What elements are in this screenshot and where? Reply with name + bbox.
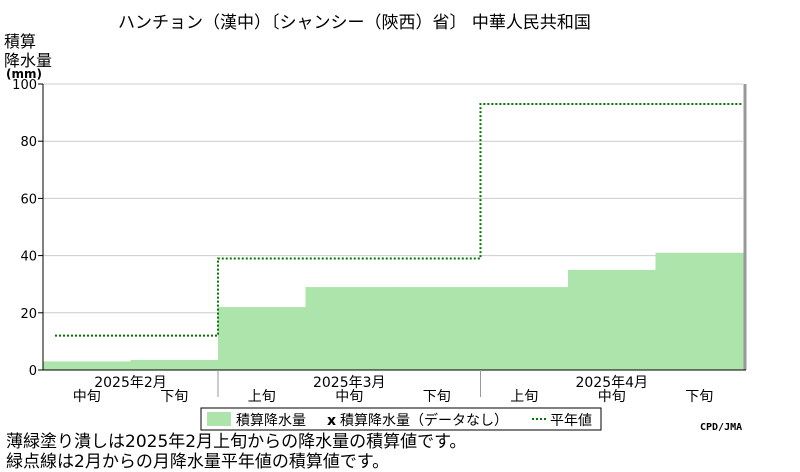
y-tick-label-100: 100 (12, 78, 37, 93)
legend-marker-missing: x (327, 413, 336, 429)
axes (42, 84, 747, 371)
legend: 積算降水量 x 積算降水量（データなし） 平年値 (200, 407, 602, 431)
y-tick-label-40: 40 (20, 250, 37, 265)
note-area-fill: 薄緑塗り潰しは2025年2月上旬からの降水量の積算値です。 (6, 432, 467, 452)
y-tick-label-0: 0 (29, 364, 37, 379)
area-bar-4 (393, 287, 481, 370)
legend-label-missing: 積算降水量（データなし） (340, 412, 508, 429)
normal-series (55, 103, 743, 337)
dekad-label-7: 下旬 (685, 389, 713, 405)
dekad-label-0: 中旬 (73, 389, 101, 405)
dekad-label-3: 中旬 (335, 389, 363, 405)
month-label-1: 2025年3月 (313, 375, 386, 391)
note-normal-line: 緑点線は2月からの月降水量平年値の積算値です。 (6, 452, 390, 472)
legend-label-area: 積算降水量 (236, 413, 306, 429)
area-series (43, 252, 744, 370)
y-tick-label-20: 20 (20, 307, 37, 322)
legend-label-normal: 平年値 (550, 413, 592, 429)
area-bar-7 (655, 252, 744, 370)
legend-box (200, 407, 602, 431)
area-bar-1 (130, 359, 219, 370)
dekad-label-6: 中旬 (598, 389, 626, 405)
month-label-0: 2025年2月 (94, 375, 167, 391)
credit: CPD/JMA (700, 422, 742, 433)
area-bar-2 (218, 307, 306, 370)
y-tick-label-80: 80 (20, 135, 37, 150)
area-bar-3 (305, 287, 394, 370)
y-axis-label-line-2: 降水量 (4, 51, 52, 70)
y-tick-label-60: 60 (20, 192, 37, 207)
dekad-label-2: 上旬 (248, 389, 276, 405)
month-label-2: 2025年4月 (575, 375, 648, 391)
normal-step-line (55, 103, 743, 337)
dekad-label-4: 下旬 (423, 389, 451, 405)
chart-title: ハンチョン（漢中）〔シャンシー（陝西）省〕 中華人民共和国 (118, 13, 591, 33)
dekad-label-1: 下旬 (160, 389, 188, 405)
area-bar-0 (43, 361, 131, 370)
y-axis-label-line-1: 積算 (4, 32, 36, 51)
y-axis-unit: (mm) (6, 67, 42, 81)
dekad-label-5: 上旬 (510, 389, 538, 405)
legend-swatch-area (207, 412, 231, 426)
area-bar-6 (568, 269, 656, 370)
area-bar-5 (480, 287, 569, 370)
y-ticks: 0 20 40 60 80 100 (12, 78, 43, 379)
